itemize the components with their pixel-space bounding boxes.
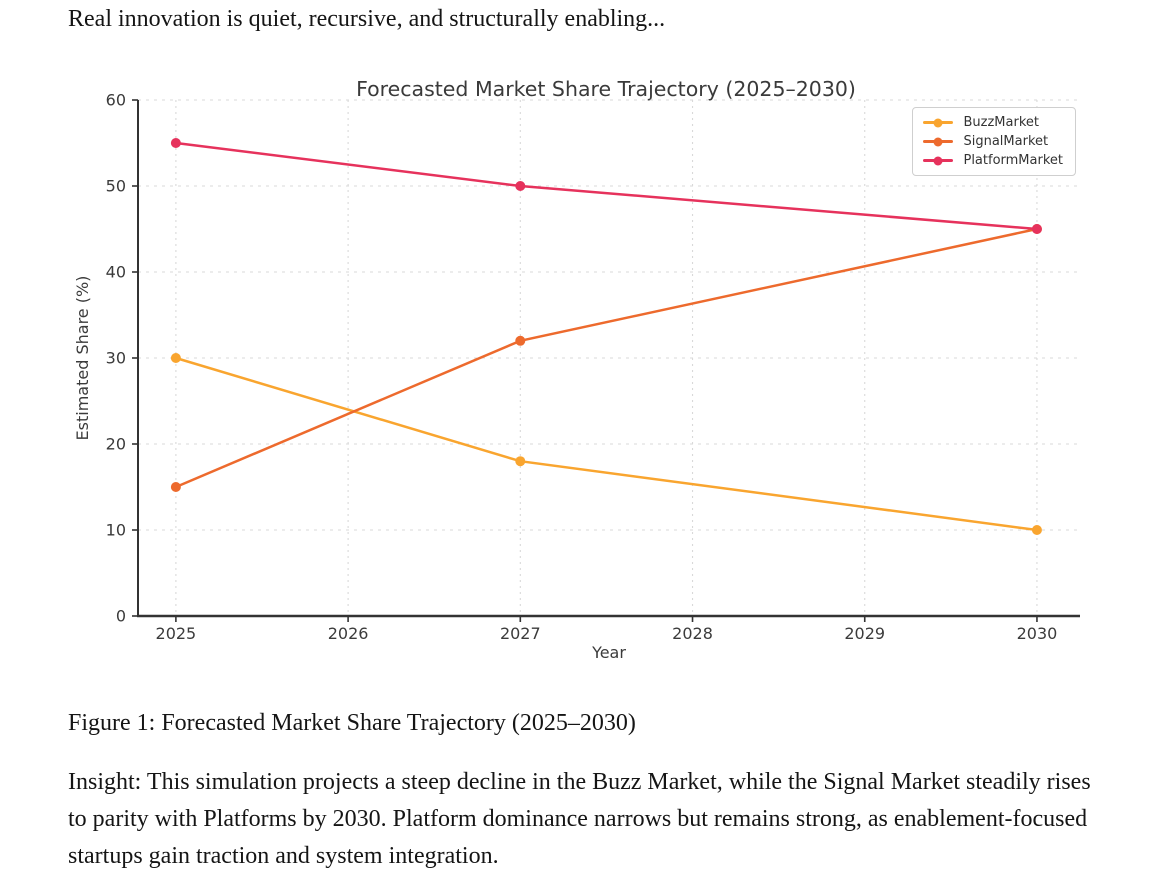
data-point-buzzmarket: [170, 353, 181, 363]
chart-title: Forecasted Market Share Trajectory (2025…: [356, 77, 856, 101]
header-text: Real innovation is quiet, recursive, and…: [68, 6, 666, 32]
data-point-platformmarket: [515, 181, 526, 191]
y-tick-label: 10: [106, 521, 126, 540]
data-point-buzzmarket: [1031, 525, 1042, 535]
data-point-platformmarket: [1031, 224, 1042, 234]
gridlines: [138, 99, 1080, 616]
legend-line-marker-icon: [923, 117, 954, 128]
y-tick-label: 40: [106, 263, 126, 282]
legend-label: SignalMarket: [963, 134, 1049, 149]
legend-item-signalmarket: SignalMarket: [923, 134, 1063, 149]
data-point-buzzmarket: [515, 456, 526, 467]
chart-figure: Forecasted Market Share Trajectory (2025…: [0, 55, 1170, 675]
legend-label: BuzzMarket: [963, 115, 1039, 130]
data-point-platformmarket: [170, 138, 181, 148]
x-tick-label: 2029: [844, 624, 885, 643]
y-axis-label: Estimated Share (%): [73, 276, 92, 441]
line-chart: Forecasted Market Share Trajectory (2025…: [73, 77, 1080, 662]
y-tick-label: 20: [106, 435, 126, 454]
x-axis-label: Year: [591, 643, 626, 662]
legend-label: PlatformMarket: [963, 153, 1063, 168]
insight-text: Insight: This simulation projects a stee…: [68, 769, 1091, 869]
x-tick-label: 2025: [156, 624, 197, 643]
legend-line-marker-icon: [923, 136, 954, 147]
data-point-signalmarket: [515, 335, 526, 346]
data-series: [170, 138, 1042, 535]
chart-legend: BuzzMarket SignalMarket PlatformMarket: [912, 107, 1076, 176]
legend-line-marker-icon: [923, 155, 954, 166]
x-tick-label: 2028: [672, 624, 713, 643]
y-tick-label: 50: [106, 177, 126, 196]
x-tick-label: 2026: [328, 624, 369, 643]
data-point-signalmarket: [170, 482, 181, 492]
legend-item-platformmarket: PlatformMarket: [923, 153, 1063, 168]
y-tick-label: 60: [106, 91, 126, 110]
figure-caption: Figure 1: Forecasted Market Share Trajec…: [68, 710, 636, 736]
x-tick-label: 2027: [500, 624, 541, 643]
y-tick-label: 0: [116, 607, 126, 626]
y-tick-label: 30: [106, 349, 126, 368]
x-tick-label: 2030: [1017, 624, 1058, 643]
legend-item-buzzmarket: BuzzMarket: [923, 115, 1063, 130]
